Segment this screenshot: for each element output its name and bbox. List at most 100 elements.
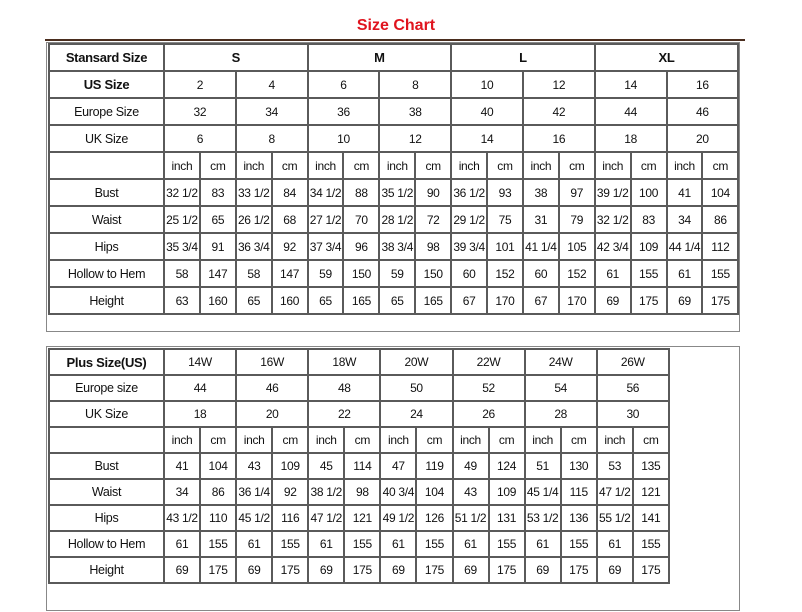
value-cell: 119 <box>415 452 454 480</box>
value-cell: 152 <box>557 259 596 288</box>
value-cell: 58 <box>234 259 273 288</box>
value-cell: 86 <box>701 205 740 234</box>
row-label: Bust <box>48 178 165 207</box>
size-row: UK Size 18 20 22 24 26 28 30 <box>48 400 670 428</box>
value-cell: 101 <box>486 232 524 261</box>
value-cell: 98 <box>343 478 382 506</box>
value-cell: 165 <box>414 286 453 315</box>
unit-cell: cm <box>342 151 381 180</box>
value-cell: 41 1/4 <box>521 232 560 261</box>
value-cell: 79 <box>557 205 596 234</box>
value-cell: 88 <box>342 178 381 207</box>
size-cell: 28 <box>523 400 598 428</box>
size-cell: 24 <box>379 400 454 428</box>
value-cell: 98 <box>414 232 453 261</box>
standard-size-table: Stansard Size S M L XL US Size 2 4 6 8 10 12 14 16 Eur… <box>48 43 740 315</box>
measure-row: Bust 41 104 43 109 45 114 47 119 49 124 51 130 53 135 <box>48 452 670 480</box>
value-cell: 28 1/2 <box>378 205 417 234</box>
plus-size-table: Plus Size(US) 14W 16W 18W 20W 22W 24W 26W Europe… <box>48 348 670 584</box>
unit-cell: cm <box>198 151 237 180</box>
value-cell: 67 <box>450 286 489 315</box>
value-cell: 36 1/2 <box>450 178 489 207</box>
size-cell: 36 <box>306 97 381 126</box>
unit-cell: inch <box>450 151 489 180</box>
value-cell: 49 <box>451 452 490 480</box>
value-cell: 36 1/4 <box>235 478 274 506</box>
unit-cell: cm <box>701 151 740 180</box>
size-cell: 52 <box>451 374 526 402</box>
value-cell: 175 <box>487 556 526 584</box>
value-cell: 150 <box>342 259 381 288</box>
unit-cell: cm <box>629 151 668 180</box>
value-cell: 141 <box>631 504 670 532</box>
unit-cell: inch <box>235 426 274 454</box>
size-cell: 46 <box>665 97 740 126</box>
value-cell: 43 <box>451 478 490 506</box>
measure-row: Hips 43 1/2 110 45 1/2 116 47 1/2 121 49 1/2 126… <box>48 504 670 532</box>
value-cell: 83 <box>629 205 668 234</box>
value-cell: 61 <box>235 530 274 558</box>
group-row: Stansard Size S M L XL <box>48 43 740 72</box>
unit-cell: cm <box>414 151 453 180</box>
value-cell: 32 1/2 <box>593 205 632 234</box>
row-label: Hips <box>48 232 165 261</box>
value-cell: 43 1/2 <box>162 504 202 532</box>
value-cell: 155 <box>631 530 670 558</box>
measure-row: Hollow to Hem 61 155 61 155 61 155 61 155 61 155 61… <box>48 530 670 558</box>
size-cell: 48 <box>307 374 382 402</box>
value-cell: 86 <box>199 478 238 506</box>
row-label: Height <box>48 556 165 584</box>
value-cell: 170 <box>486 286 524 315</box>
value-cell: 61 <box>307 530 346 558</box>
value-cell: 68 <box>270 205 309 234</box>
value-cell: 34 <box>665 205 704 234</box>
value-cell: 60 <box>450 259 489 288</box>
size-row: UK Size 6 8 10 12 14 16 18 20 <box>48 124 740 153</box>
measure-row: Bust 32 1/2 83 33 1/2 84 34 1/2 88 35 1/2 90 36 1… <box>48 178 740 207</box>
value-cell: 110 <box>199 504 238 532</box>
size-cell: 8 <box>234 124 309 153</box>
value-cell: 36 3/4 <box>234 232 273 261</box>
value-cell: 155 <box>415 530 454 558</box>
value-cell: 160 <box>270 286 309 315</box>
value-cell: 44 1/4 <box>665 232 704 261</box>
value-cell: 84 <box>270 178 309 207</box>
value-cell: 69 <box>593 286 632 315</box>
size-cell: 44 <box>162 374 238 402</box>
size-cell: 20 <box>665 124 740 153</box>
size-cell: 18W <box>307 348 382 376</box>
size-row: Europe size 44 46 48 50 52 54 56 <box>48 374 670 402</box>
row-label: Stansard Size <box>48 43 165 72</box>
value-cell: 49 1/2 <box>379 504 418 532</box>
measure-row: Hollow to Hem 58 147 58 147 59 150 59 150 60 152 60… <box>48 259 740 288</box>
value-cell: 35 1/2 <box>378 178 417 207</box>
row-label: Plus Size(US) <box>48 348 165 376</box>
value-cell: 38 <box>521 178 560 207</box>
size-group: M <box>306 43 453 72</box>
row-label: Hollow to Hem <box>48 530 165 558</box>
unit-cell: inch <box>234 151 273 180</box>
value-cell: 96 <box>342 232 381 261</box>
unit-cell: inch <box>523 426 562 454</box>
size-cell: 12 <box>378 124 453 153</box>
size-cell: 14W <box>162 348 238 376</box>
value-cell: 150 <box>414 259 453 288</box>
value-cell: 33 1/2 <box>234 178 273 207</box>
value-cell: 60 <box>521 259 560 288</box>
measure-row: Waist 34 86 36 1/4 92 38 1/2 98 40 3/4 104 43 109 4… <box>48 478 670 506</box>
value-cell: 47 <box>379 452 418 480</box>
value-cell: 170 <box>557 286 596 315</box>
standard-frame <box>46 42 740 332</box>
size-cell: 22 <box>307 400 382 428</box>
value-cell: 114 <box>343 452 382 480</box>
size-cell: 10 <box>306 124 381 153</box>
unit-cell: inch <box>521 151 560 180</box>
value-cell: 100 <box>629 178 668 207</box>
size-row: Plus Size(US) 14W 16W 18W 20W 22W 24W 26W <box>48 348 670 376</box>
unit-cell: inch <box>307 426 346 454</box>
size-cell: 18 <box>162 400 238 428</box>
value-cell: 75 <box>486 205 524 234</box>
value-cell: 155 <box>701 259 740 288</box>
value-cell: 175 <box>343 556 382 584</box>
chart-title: Size Chart <box>356 17 436 34</box>
